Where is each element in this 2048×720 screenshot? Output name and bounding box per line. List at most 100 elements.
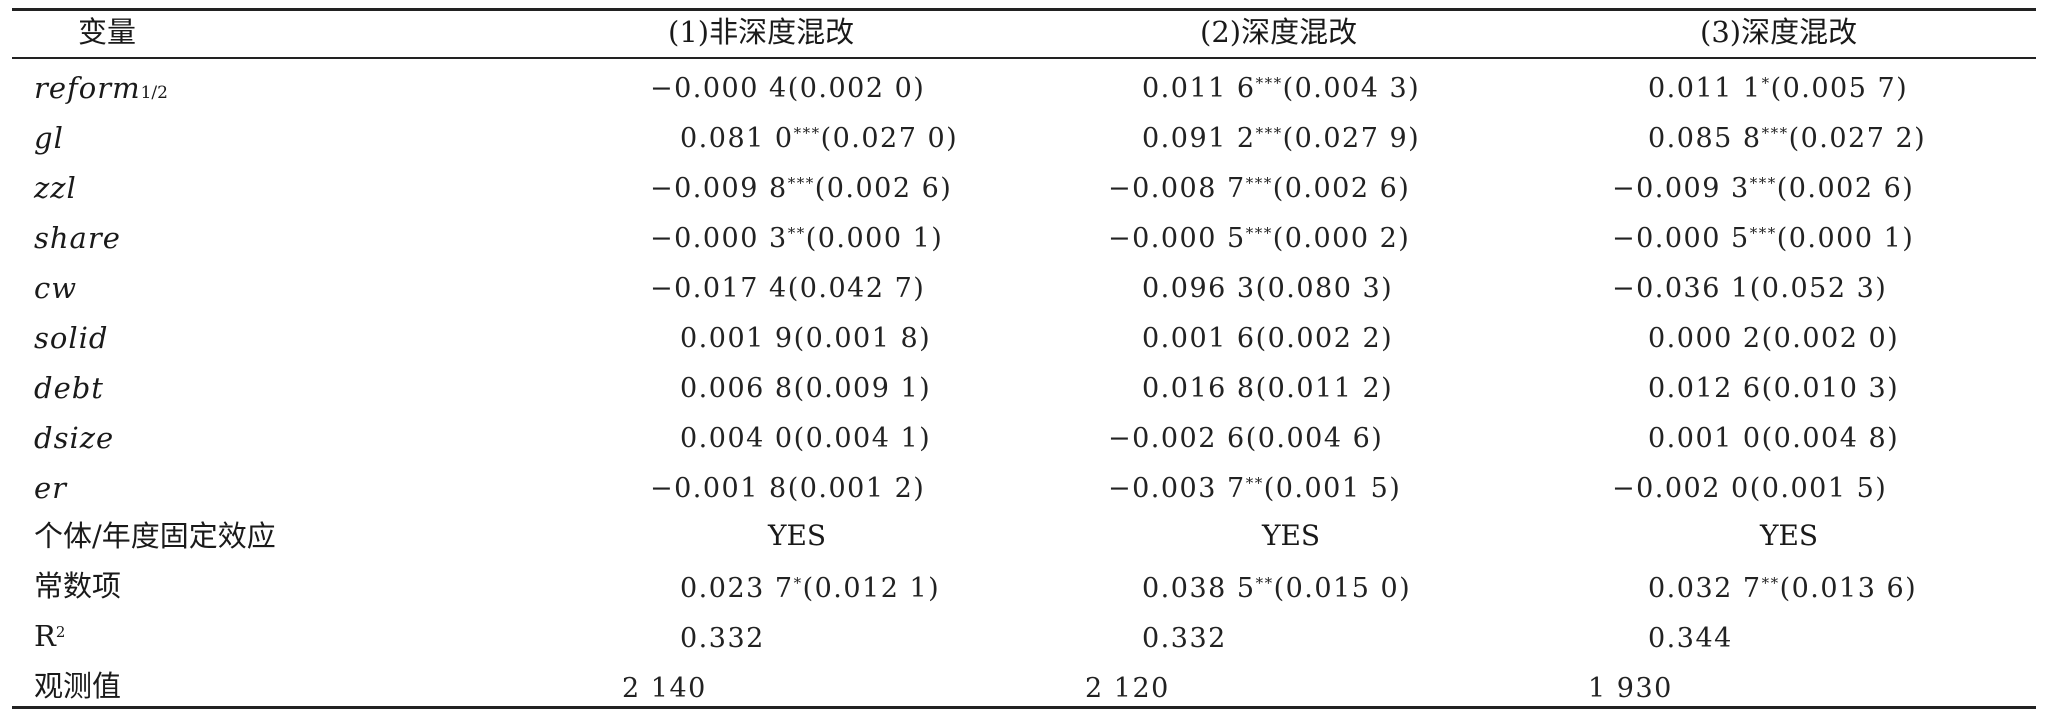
standard-error: (0.000 1)	[805, 223, 944, 254]
coefficient-value: 0.011 6	[1142, 73, 1256, 104]
coefficient-value: −0.036 1	[1612, 273, 1750, 304]
coefficient-value: −0.008 7	[1108, 173, 1246, 204]
table-bottom-rule	[12, 706, 2036, 709]
standard-error: (0.027 9)	[1282, 123, 1421, 154]
row-label: reform1/2	[34, 74, 168, 103]
standard-error: (0.001 2)	[787, 473, 926, 504]
standard-error: (0.000 2)	[1272, 223, 1411, 254]
table-cell-model-1: 0.006 8(0.009 1)	[680, 375, 931, 402]
table-cell-model-2: 2 120	[1085, 675, 1170, 702]
row-label: solid	[34, 324, 108, 353]
table-cell-model-2: 0.016 8(0.011 2)	[1142, 375, 1393, 402]
standard-error: (0.002 6)	[1776, 173, 1915, 204]
coefficient-value: 0.085 8	[1648, 123, 1762, 154]
coefficient-value: 2 120	[1085, 673, 1170, 704]
coefficient-value: −0.009 8	[650, 173, 788, 204]
standard-error: (0.027 2)	[1788, 123, 1927, 154]
coefficient-value: −0.002 6	[1108, 423, 1246, 454]
table-cell-model-3: −0.002 0(0.001 5)	[1612, 475, 1887, 502]
significance-stars: ***	[1245, 174, 1273, 192]
row-label: 个体/年度固定效应	[34, 522, 276, 551]
standard-error: (0.004 3)	[1282, 73, 1421, 104]
header-model-3: (3)深度混改	[1700, 15, 1858, 49]
coefficient-value: 2 140	[622, 673, 707, 704]
significance-stars: *	[1761, 74, 1771, 92]
row-label-text: share	[34, 221, 121, 255]
standard-error: (0.027 0)	[820, 123, 959, 154]
coefficient-value: 0.001 9	[680, 323, 794, 354]
coefficient-value: 0.091 2	[1142, 123, 1256, 154]
coefficient-value: −0.009 3	[1612, 173, 1750, 204]
table-cell-model-2: 0.096 3(0.080 3)	[1142, 275, 1393, 302]
standard-error: (0.001 5)	[1263, 473, 1402, 504]
coefficient-value: −0.000 5	[1108, 223, 1246, 254]
table-cell-model-2: YES	[1262, 522, 1320, 550]
coefficient-value: 0.006 8	[680, 373, 794, 404]
row-label-text: cw	[34, 271, 78, 305]
table-cell-model-3: 0.032 7**(0.013 6)	[1648, 575, 1917, 602]
row-label-text: 个体/年度固定效应	[34, 519, 276, 553]
row-label-text: R	[34, 619, 56, 653]
table-top-rule	[12, 8, 2036, 11]
row-label-text: debt	[34, 371, 104, 405]
coefficient-value: −0.017 4	[650, 273, 788, 304]
standard-error: (0.002 0)	[787, 73, 926, 104]
table-cell-model-3: 0.085 8***(0.027 2)	[1648, 125, 1926, 152]
table-cell-model-2: −0.008 7***(0.002 6)	[1108, 175, 1410, 202]
table-cell-model-3: −0.036 1(0.052 3)	[1612, 275, 1887, 302]
significance-stars: **	[1255, 574, 1274, 592]
table-cell-model-1: 0.001 9(0.001 8)	[680, 325, 931, 352]
standard-error: (0.000 1)	[1776, 223, 1915, 254]
standard-error: (0.004 1)	[793, 423, 932, 454]
coefficient-value: −0.000 5	[1612, 223, 1750, 254]
row-label: 观测值	[34, 672, 121, 701]
table-cell-model-1: YES	[768, 522, 826, 550]
row-label-text: 常数项	[34, 569, 122, 603]
row-label-subscript: 1/2	[140, 83, 168, 103]
table-cell-model-1: −0.000 3**(0.000 1)	[650, 225, 943, 252]
row-label-text: gl	[34, 121, 64, 155]
coefficient-value: −0.000 3	[650, 223, 788, 254]
coefficient-value: 0.332	[1142, 623, 1227, 654]
coefficient-value: 0.001 0	[1648, 423, 1762, 454]
table-cell-model-1: 0.004 0(0.004 1)	[680, 425, 931, 452]
header-model-2: (2)深度混改	[1200, 15, 1358, 49]
coefficient-value: −0.002 0	[1612, 473, 1750, 504]
table-cell-model-3: YES	[1760, 522, 1818, 550]
coefficient-value: 0.004 0	[680, 423, 794, 454]
table-cell-model-3: 0.012 6(0.010 3)	[1648, 375, 1899, 402]
table-cell-model-3: −0.009 3***(0.002 6)	[1612, 175, 1914, 202]
coefficient-value: 0.032 7	[1648, 573, 1762, 604]
table-cell-model-2: 0.091 2***(0.027 9)	[1142, 125, 1420, 152]
row-label-text: er	[34, 471, 68, 505]
significance-stars: ***	[1761, 124, 1789, 142]
coefficient-value: 0.023 7	[680, 573, 794, 604]
table-cell-model-1: −0.001 8(0.001 2)	[650, 475, 925, 502]
significance-stars: ***	[1749, 174, 1777, 192]
coefficient-value: 0.000 2	[1648, 323, 1762, 354]
row-label: 常数项	[34, 572, 121, 601]
row-label-text: dsize	[34, 421, 115, 455]
coefficient-value: 1 930	[1588, 673, 1673, 704]
standard-error: (0.002 6)	[814, 173, 953, 204]
table-cell-model-3: 0.344	[1648, 625, 1733, 652]
coefficient-value: 0.344	[1648, 623, 1733, 654]
coefficient-value: 0.001 6	[1142, 323, 1256, 354]
table-cell-model-3: 1 930	[1588, 675, 1673, 702]
table-cell-model-1: 0.023 7*(0.012 1)	[680, 575, 940, 602]
header-variable: 变量	[78, 15, 137, 49]
significance-stars: *	[793, 574, 803, 592]
row-label: zzl	[34, 174, 77, 203]
significance-stars: ***	[1749, 224, 1777, 242]
row-label: cw	[34, 274, 77, 303]
row-label: dsize	[34, 424, 114, 453]
standard-error: (0.001 5)	[1749, 473, 1888, 504]
table-cell-model-3: 0.001 0(0.004 8)	[1648, 425, 1899, 452]
significance-stars: **	[1761, 574, 1780, 592]
table-cell-model-3: 0.000 2(0.002 0)	[1648, 325, 1899, 352]
coefficient-value: 0.011 1	[1648, 73, 1762, 104]
standard-error: (0.004 6)	[1245, 423, 1384, 454]
coefficient-value: 0.081 0	[680, 123, 794, 154]
significance-stars: ***	[1255, 74, 1283, 92]
coefficient-value: 0.012 6	[1648, 373, 1762, 404]
